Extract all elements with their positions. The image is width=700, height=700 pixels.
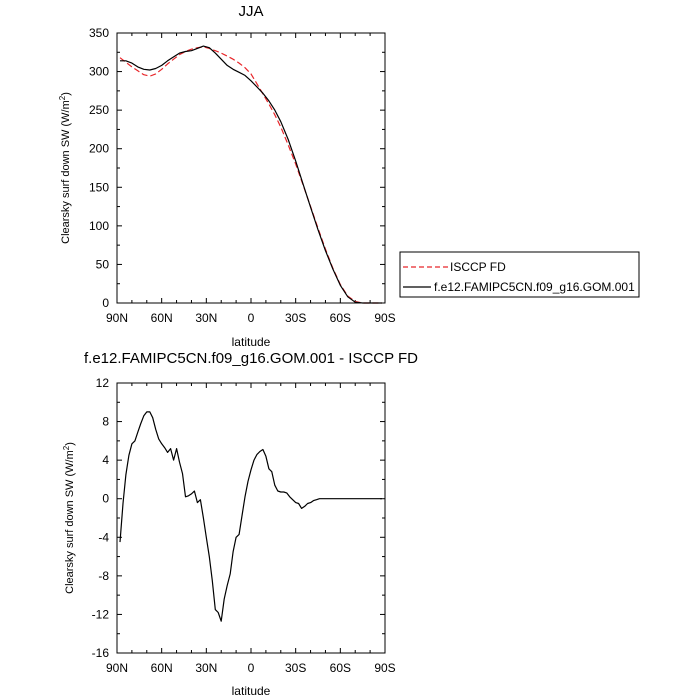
top-y-tick-label: 50 bbox=[96, 257, 110, 271]
bottom-x-tick-label: 30N bbox=[195, 661, 217, 675]
bottom-chart-title: f.e12.FAMIPC5CN.f09_g16.GOM.001 - ISCCP … bbox=[84, 350, 418, 367]
bottom-x-tick-label: 90S bbox=[374, 661, 395, 675]
top-y-tick-label: 0 bbox=[102, 296, 109, 310]
bottom-series-line-0 bbox=[119, 411, 382, 622]
bottom-x-tick-label: 60N bbox=[151, 661, 173, 675]
bottom-y-tick-label: 12 bbox=[96, 376, 110, 390]
top-y-tick-label: 350 bbox=[89, 26, 109, 40]
bottom-y-tick-label: -12 bbox=[92, 607, 110, 621]
bottom-y-tick-label: 4 bbox=[102, 453, 109, 467]
top-x-tick-label: 30N bbox=[195, 311, 217, 325]
top-series-lines bbox=[119, 45, 382, 304]
bottom-y-tick-label: 8 bbox=[102, 415, 109, 429]
bottom-panel: f.e12.FAMIPC5CN.f09_g16.GOM.001 - ISCCP … bbox=[62, 350, 418, 698]
bottom-y-tick-label: -8 bbox=[98, 569, 109, 583]
top-x-axis-label: latitude bbox=[232, 335, 271, 349]
bottom-axis-ticks: 90N 60N 30N 0 30S 60S 90S 12 8 4 0 -4 -8 -12 -16 bbox=[92, 376, 396, 675]
top-chart-title: JJA bbox=[238, 3, 263, 20]
bottom-y-axis-label: Clearsky surf down SW (W/m2) bbox=[62, 442, 76, 594]
bottom-y-axis-label-sup: 2 bbox=[62, 445, 71, 450]
bottom-x-tick-label: 0 bbox=[248, 661, 255, 675]
top-x-tick-label: 60N bbox=[151, 311, 173, 325]
bottom-x-tick-label: 60S bbox=[330, 661, 351, 675]
bottom-plot-frame bbox=[116, 382, 386, 654]
bottom-y-axis-label-main: Clearsky surf down SW (W/m bbox=[64, 450, 76, 594]
top-y-axis-label-end: ) bbox=[60, 92, 72, 96]
top-y-axis-label-main: Clearsky surf down SW (W/m bbox=[60, 100, 72, 244]
top-x-tick-label: 0 bbox=[248, 311, 255, 325]
top-axis-ticks: 90N 60N 30N 0 30S 60S 90S 0 50 100 150 200 250 300 350 bbox=[89, 26, 396, 325]
top-x-tick-label: 30S bbox=[285, 311, 306, 325]
bottom-series-lines bbox=[119, 411, 382, 622]
legend-label-isccp: ISCCP FD bbox=[450, 260, 506, 274]
top-x-tick-label: 90N bbox=[106, 311, 128, 325]
bottom-y-axis-label-end: ) bbox=[64, 442, 76, 446]
bottom-x-axis-label: latitude bbox=[232, 684, 271, 698]
top-series-line-0 bbox=[119, 46, 382, 304]
bottom-y-tick-label: -16 bbox=[92, 646, 110, 660]
top-x-tick-label: 60S bbox=[330, 311, 351, 325]
top-x-tick-label: 90S bbox=[374, 311, 395, 325]
top-y-tick-label: 250 bbox=[89, 103, 109, 117]
bottom-x-tick-label: 30S bbox=[285, 661, 306, 675]
top-series-line-1 bbox=[120, 45, 382, 304]
top-y-tick-label: 200 bbox=[89, 142, 109, 156]
top-y-tick-label: 300 bbox=[89, 65, 109, 79]
legend: ISCCP FD f.e12.FAMIPC5CN.f09_g16.GOM.001 bbox=[399, 251, 640, 298]
top-y-axis-label-sup: 2 bbox=[58, 95, 67, 100]
bottom-x-tick-label: 90N bbox=[106, 661, 128, 675]
bottom-y-tick-label: -4 bbox=[98, 530, 109, 544]
top-y-tick-label: 150 bbox=[89, 180, 109, 194]
legend-box bbox=[399, 251, 640, 298]
top-panel: JJA latitude Clearsky surf down SW (W/m2… bbox=[58, 3, 396, 349]
legend-label-model: f.e12.FAMIPC5CN.f09_g16.GOM.001 bbox=[434, 280, 635, 294]
bottom-y-tick-label: 0 bbox=[102, 492, 109, 506]
top-y-tick-label: 100 bbox=[89, 219, 109, 233]
top-y-axis-label: Clearsky surf down SW (W/m2) bbox=[58, 92, 72, 244]
